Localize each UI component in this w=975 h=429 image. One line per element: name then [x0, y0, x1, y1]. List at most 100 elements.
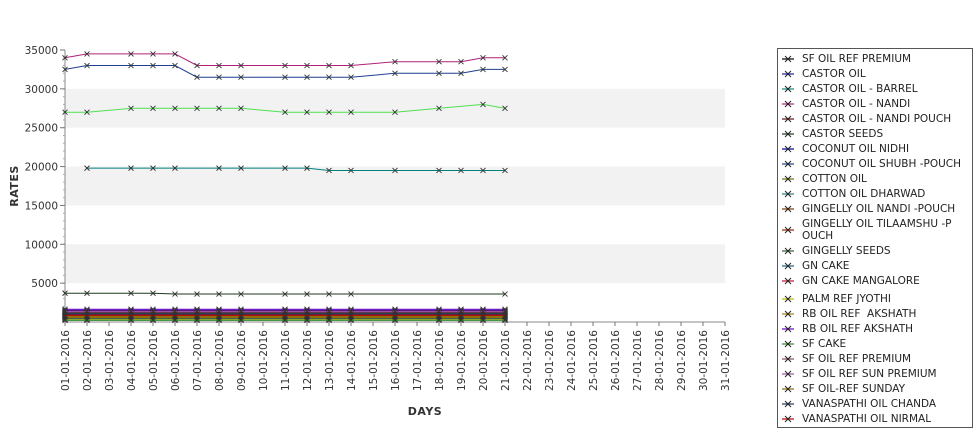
y-tick-label: 20000 — [25, 162, 58, 174]
legend-item: GINGELLY OIL NANDI -POUCH — [778, 203, 972, 215]
x-tick-label: 14-01-2016 — [346, 330, 358, 391]
data-point — [194, 317, 200, 324]
x-tick-label: 02-01-2016 — [82, 330, 94, 391]
data-point — [216, 62, 222, 69]
data-point — [62, 109, 68, 115]
data-point — [172, 312, 178, 319]
legend-item: SF OIL REF PREMIUM — [778, 53, 972, 65]
legend-marker-icon — [782, 245, 794, 257]
data-point — [392, 167, 398, 174]
data-point — [458, 58, 464, 65]
legend-marker-icon — [782, 383, 794, 395]
data-point — [392, 70, 398, 77]
data-point — [150, 165, 156, 171]
data-point — [216, 317, 222, 324]
data-point — [480, 317, 486, 324]
data-point — [304, 291, 310, 297]
legend-marker-icon — [782, 98, 794, 110]
data-point — [84, 313, 90, 319]
data-point — [150, 313, 156, 319]
data-point — [216, 105, 222, 112]
x-tick-label: 22-01-2016 — [522, 330, 534, 391]
data-point — [84, 109, 90, 115]
data-point — [304, 317, 310, 324]
legend-item: GN CAKE MANGALORE — [778, 275, 972, 287]
data-point — [436, 105, 442, 112]
legend-label: GN CAKE — [802, 260, 850, 272]
data-point — [150, 317, 156, 324]
x-tick-label: 28-01-2016 — [654, 330, 666, 391]
data-point — [326, 291, 332, 297]
y-axis-title: RATES — [8, 165, 21, 207]
data-point — [480, 54, 486, 61]
data-point — [84, 312, 90, 319]
grid-band — [65, 244, 725, 284]
x-tick-label: 20-01-2016 — [478, 330, 490, 391]
data-point — [436, 70, 442, 77]
legend-item: CASTOR SEEDS — [778, 128, 972, 140]
x-tick-label: 03-01-2016 — [104, 330, 116, 391]
legend-label: SF CAKE — [802, 338, 847, 350]
data-point — [304, 313, 310, 319]
data-point — [458, 317, 464, 324]
data-point — [326, 313, 332, 319]
legend-marker-icon — [782, 275, 794, 287]
legend-item: CASTOR OIL - BARREL — [778, 83, 972, 95]
data-point — [172, 291, 178, 297]
data-point — [216, 74, 222, 81]
data-point — [436, 312, 442, 319]
series-line — [64, 65, 505, 78]
legend-item: COTTON OIL DHARWAD — [778, 188, 972, 200]
legend-marker-icon — [782, 323, 794, 335]
legend-marker-icon — [782, 158, 794, 170]
data-point — [326, 312, 332, 319]
legend-marker-icon — [782, 398, 794, 410]
legend-label: RB OIL REF AKSHATH — [802, 308, 917, 320]
data-point — [62, 66, 68, 73]
data-point — [458, 312, 464, 319]
data-point — [502, 291, 508, 297]
data-point — [392, 312, 398, 319]
data-point — [62, 312, 68, 319]
legend-item: GN CAKE — [778, 260, 972, 272]
data-point — [502, 54, 508, 61]
data-point — [480, 313, 486, 319]
data-point — [282, 74, 288, 81]
legend-marker-icon — [782, 113, 794, 125]
data-point — [238, 165, 244, 171]
legend-label: SF OIL-REF SUNDAY — [802, 383, 906, 395]
legend-item: CASTOR OIL - NANDI POUCH — [778, 113, 972, 125]
data-point — [84, 290, 90, 297]
legend-item: COCONUT OIL SHUBH -POUCH — [778, 158, 972, 170]
data-point — [84, 165, 90, 171]
data-point — [62, 313, 68, 319]
legend-item: RB OIL REF AKSHATH — [778, 308, 972, 320]
data-point — [128, 313, 134, 319]
legend-label: RB OIL REF AKSHATH — [802, 323, 913, 335]
x-tick-label: 05-01-2016 — [148, 330, 160, 391]
data-point — [480, 167, 486, 174]
data-point — [282, 313, 288, 319]
x-tick-label: 07-01-2016 — [192, 330, 204, 391]
x-tick-label: 18-01-2016 — [434, 330, 446, 391]
legend-label: GN CAKE MANGALORE — [802, 275, 920, 287]
legend-marker-icon — [782, 203, 794, 215]
data-point — [326, 74, 332, 81]
data-point — [172, 62, 178, 69]
legend-marker-icon — [782, 83, 794, 95]
legend-marker-icon — [782, 413, 794, 425]
data-point — [84, 51, 90, 57]
data-point — [436, 58, 442, 65]
legend-label: SF OIL REF SUN PREMIUM — [802, 368, 937, 380]
data-point — [194, 62, 200, 69]
data-point — [150, 51, 156, 57]
data-point — [282, 312, 288, 319]
data-point — [392, 313, 398, 319]
legend-marker-icon — [782, 53, 794, 65]
data-point — [216, 165, 222, 171]
series-line — [65, 103, 506, 113]
data-point — [304, 74, 310, 81]
data-point — [458, 167, 464, 174]
data-point — [436, 167, 442, 174]
legend-label: VANASPATHI OIL NIRMAL — [802, 413, 932, 425]
